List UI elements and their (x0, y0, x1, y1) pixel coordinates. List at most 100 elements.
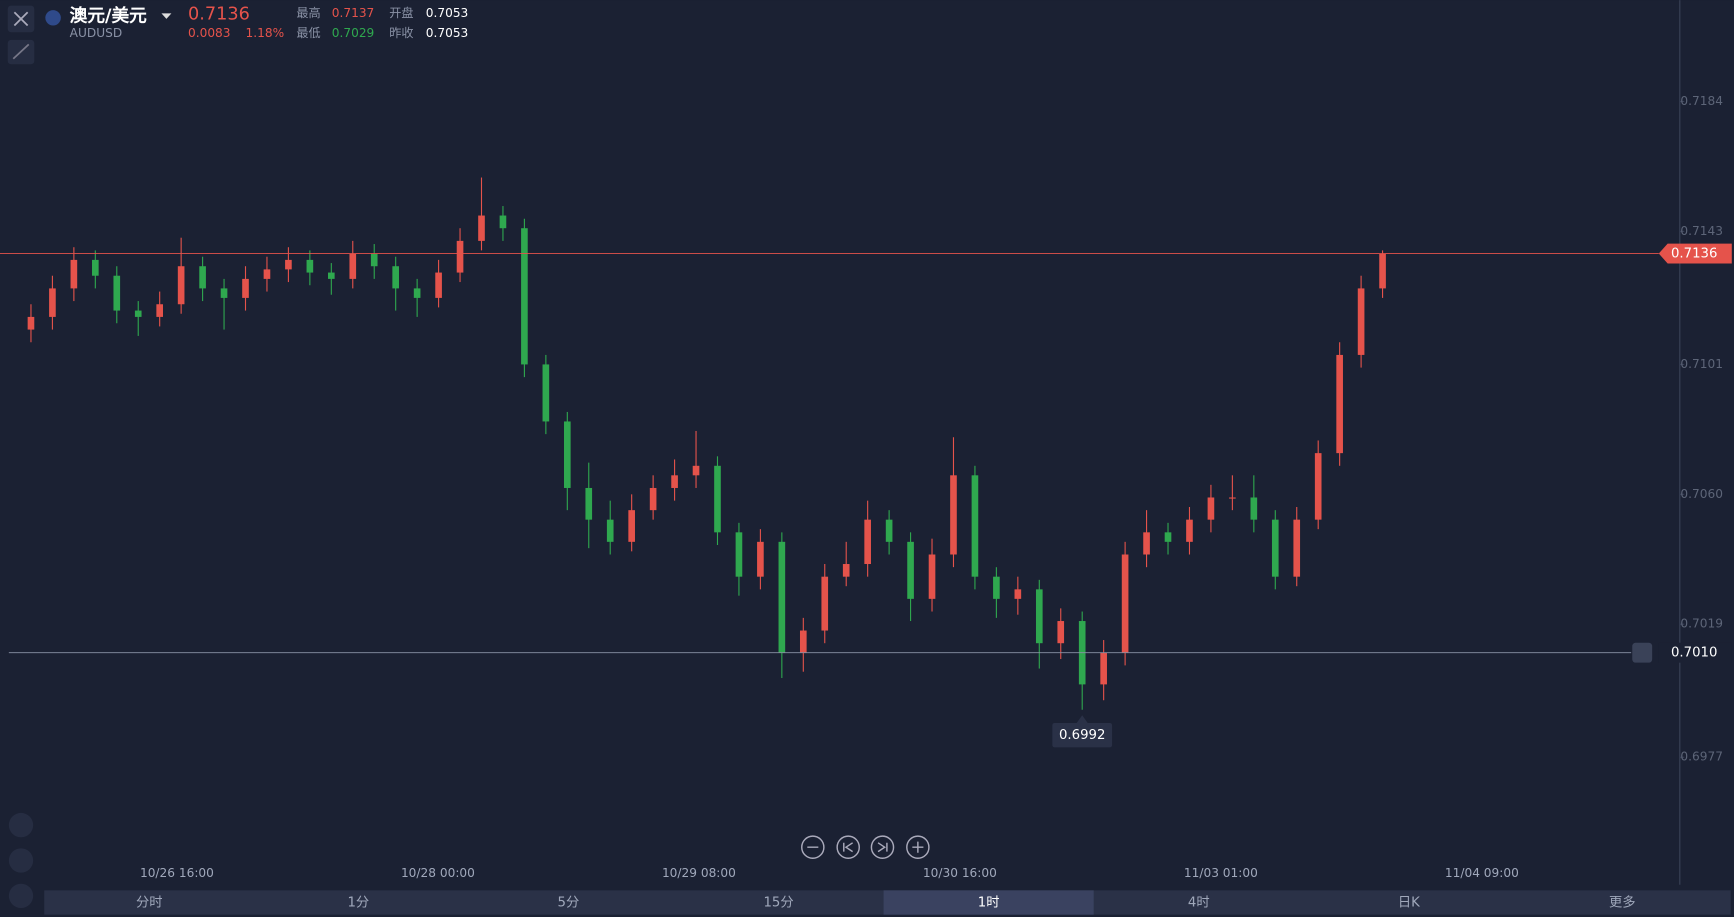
low-box (1052, 723, 1113, 748)
candle-body (563, 421, 571, 488)
candle-body (778, 541, 786, 653)
tab[interactable]: 1分 (347, 895, 369, 911)
change: 0.0083 (188, 26, 231, 40)
to-end[interactable] (870, 835, 895, 859)
candle-body (1293, 519, 1301, 577)
candle-body (842, 564, 850, 577)
candle-body (799, 630, 807, 653)
last-price-tag (1658, 243, 1732, 264)
candle-body (177, 266, 185, 305)
x-tick-label: 10/26 16:00 (140, 866, 214, 880)
tab[interactable]: 1时 (978, 895, 1000, 911)
dropdown-arrow[interactable] (161, 13, 172, 19)
candle-body (606, 519, 614, 542)
x-tick-label: 10/30 16:00 (923, 866, 997, 880)
tab[interactable]: 4时 (1188, 895, 1210, 911)
y-tick-label: 0.7060 (1680, 487, 1723, 501)
high: 0.7137 (332, 6, 375, 20)
tab[interactable]: 更多 (1609, 894, 1636, 911)
candle-body (92, 259, 99, 276)
candle-body (413, 288, 421, 298)
candle-body (306, 259, 314, 273)
candle-body (1057, 621, 1065, 644)
candle-body (1035, 589, 1043, 644)
tab-selected (883, 890, 1094, 915)
x-tick-label: 10/29 08:00 (662, 866, 736, 880)
y-tick-label: 0.7019 (1680, 617, 1723, 631)
prev-close: 0.7053 (426, 26, 469, 40)
high-label: 最高 (296, 5, 320, 20)
candle-body (971, 475, 979, 577)
change-pct: 1.18% (246, 26, 285, 40)
candle-body (993, 576, 1000, 599)
candle-body (1100, 652, 1107, 685)
candle-body (928, 554, 936, 599)
x-tick-label: 10/28 00:00 (401, 866, 475, 880)
candle-body (1379, 253, 1386, 289)
tab[interactable]: 日K (1398, 896, 1420, 911)
candle-body (1186, 519, 1193, 542)
zoom-out[interactable] (801, 835, 825, 859)
candle-body (885, 519, 893, 542)
low-pointer (1076, 715, 1088, 724)
candle-body (950, 475, 957, 555)
indicator-button[interactable] (8, 812, 34, 838)
candle-body (285, 259, 292, 270)
alert-label: 0.7010 (1671, 646, 1717, 661)
close-icon (13, 11, 29, 27)
y-tick-label: 0.7101 (1680, 357, 1723, 371)
candle-body (1336, 354, 1343, 454)
draw-button[interactable] (8, 848, 34, 873)
candle-body (1271, 519, 1279, 577)
flag-icon (45, 10, 61, 26)
candle-body (263, 269, 271, 279)
prev-label: 昨收 (389, 26, 413, 40)
candle-body (1014, 589, 1022, 599)
candle-body (27, 316, 35, 330)
tab[interactable]: 分时 (136, 895, 163, 911)
pair-name[interactable]: 澳元/美元 (70, 5, 148, 27)
candle-body (370, 253, 378, 267)
candle-body (499, 215, 507, 229)
low-label: 0.6992 (1059, 728, 1105, 743)
candle-body (435, 272, 442, 298)
candle-body (1314, 453, 1322, 520)
control-glyphs (807, 841, 924, 853)
alert-bell (1632, 642, 1653, 663)
candle-body (757, 541, 764, 577)
x-tick-label: 11/04 09:00 (1445, 866, 1519, 880)
candle-body (907, 541, 914, 599)
candle-body (199, 266, 206, 289)
price: 0.7136 (188, 4, 250, 24)
tab[interactable]: 15分 (763, 895, 793, 911)
candle-body (392, 266, 399, 289)
collapse-icon (12, 43, 30, 60)
zoom-controls (801, 835, 930, 859)
alert-tag (1658, 642, 1732, 663)
candle-body (821, 576, 829, 631)
x-tick-label: 11/03 01:00 (1184, 866, 1258, 880)
candle-body (542, 364, 550, 422)
tab[interactable]: 5分 (558, 895, 580, 911)
last-price-label: 0.7136 (1671, 247, 1717, 262)
y-tick-label: 0.7184 (1680, 94, 1723, 108)
candle-body (349, 253, 357, 279)
candle-body (1250, 497, 1258, 520)
candle-body (585, 487, 593, 520)
candle-body (1164, 532, 1172, 542)
candle-body (70, 259, 78, 289)
candle-body (134, 310, 142, 317)
tools-button[interactable] (8, 883, 34, 909)
low-label: 最低 (296, 26, 320, 40)
to-start[interactable] (836, 835, 860, 859)
candle-body (113, 275, 121, 311)
candle-body (220, 288, 228, 298)
candle-body (692, 465, 700, 476)
low: 0.7029 (332, 26, 375, 40)
open: 0.7053 (426, 6, 469, 20)
candle-body (1121, 554, 1129, 653)
candle-body (1143, 532, 1150, 555)
zoom-in[interactable] (906, 835, 930, 859)
